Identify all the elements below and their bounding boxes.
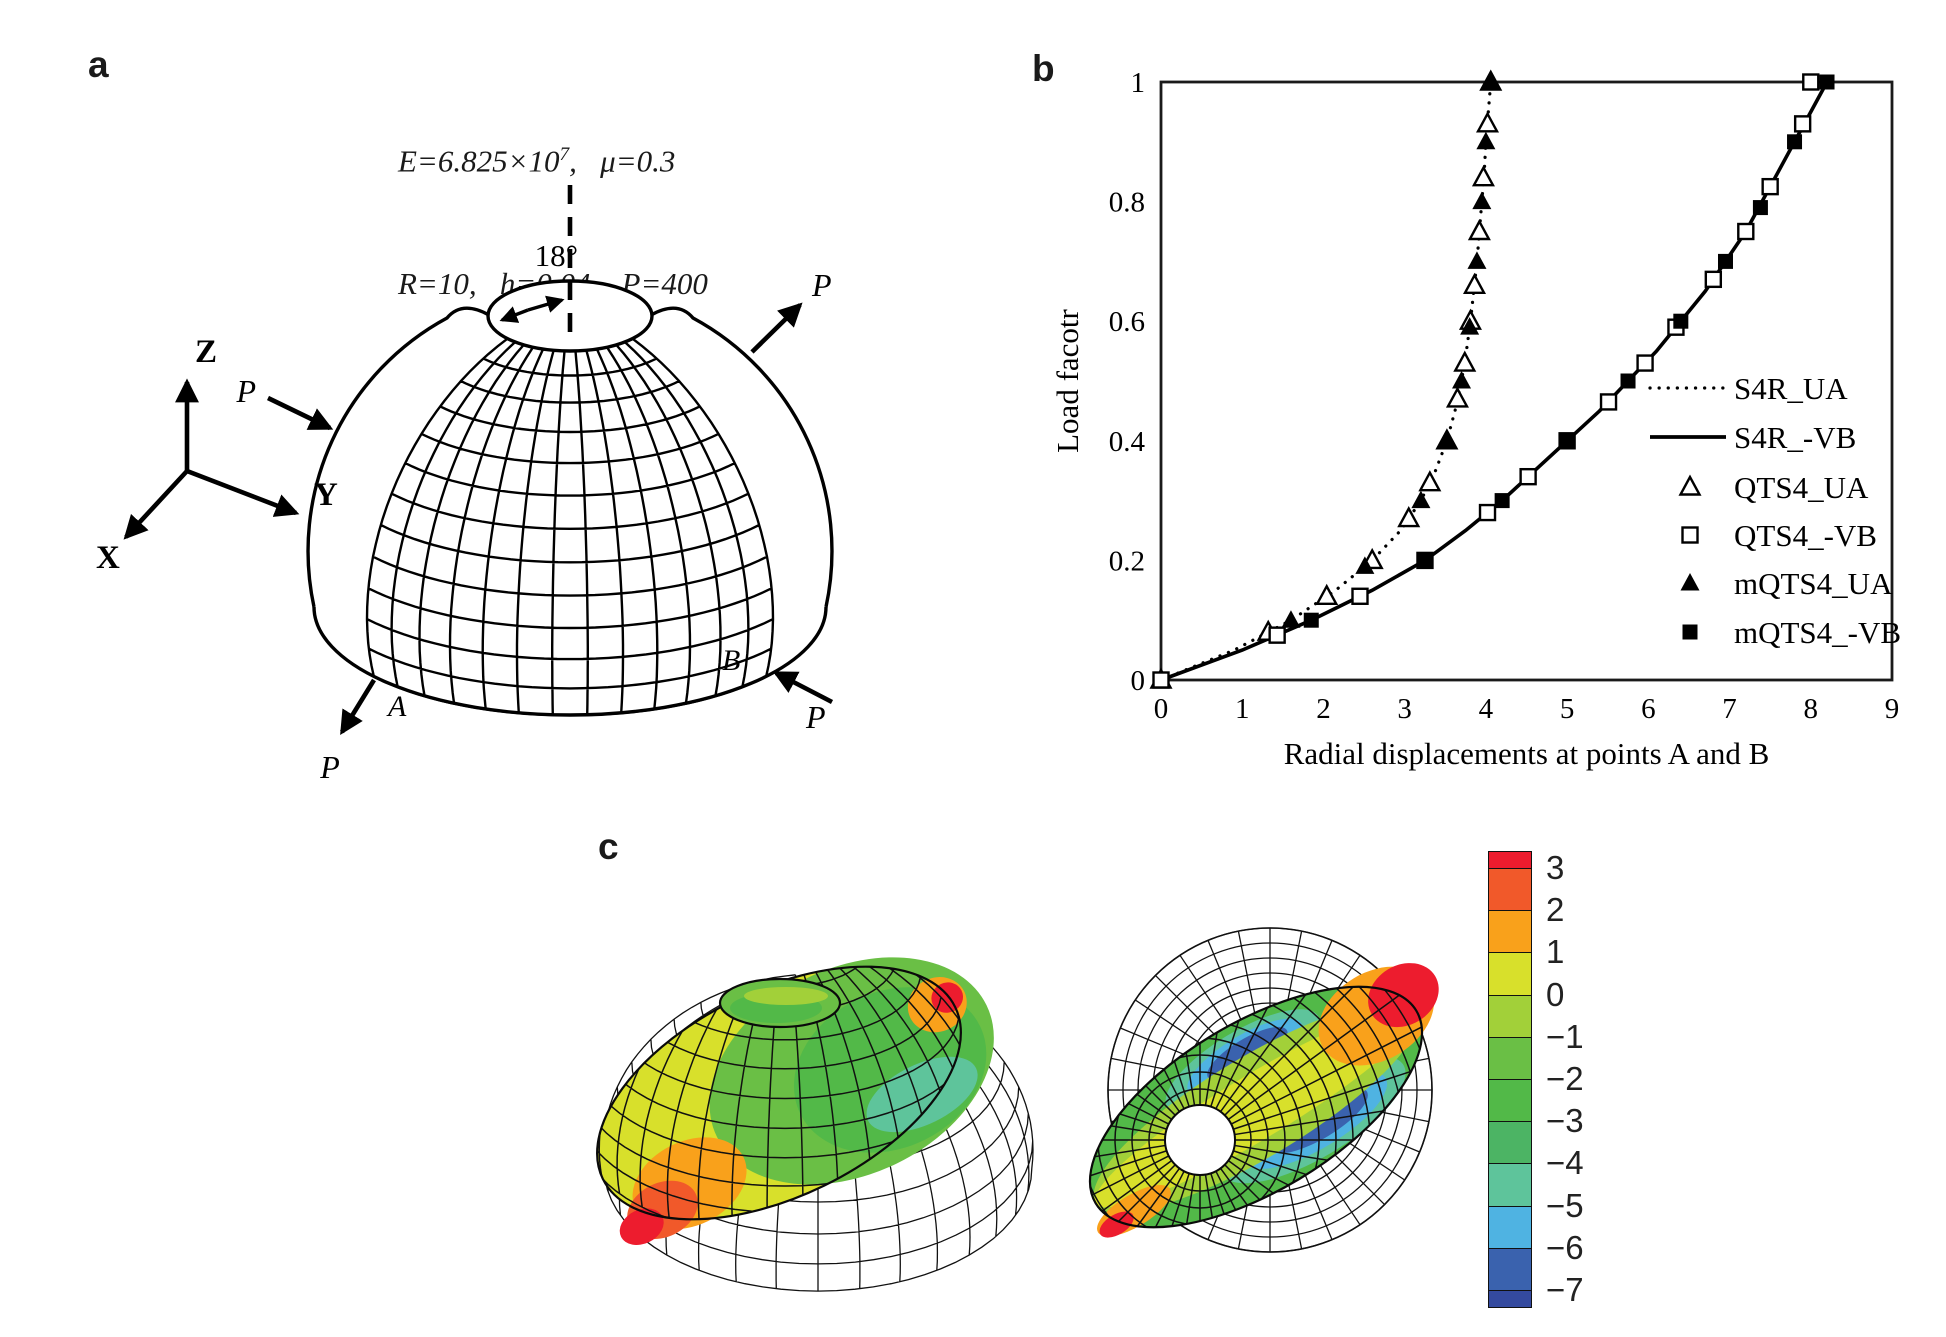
panel-c-label: c	[598, 826, 619, 867]
colorbar-tick-label: −1	[1546, 1017, 1584, 1055]
legend-label: mQTS4_UA	[1734, 566, 1893, 601]
colorbar-tick-label: −4	[1546, 1144, 1584, 1182]
x-tick-label: 4	[1479, 693, 1494, 725]
colorbar-tick-label: −2	[1546, 1060, 1584, 1097]
x-tick-label: 7	[1722, 693, 1737, 725]
hemisphere-outline	[306, 306, 834, 717]
colorbar-tick-label: −3	[1546, 1102, 1584, 1140]
deformed-surface	[597, 957, 994, 1246]
y-tick-label: 0.8	[1109, 187, 1145, 219]
colorbar-tick-label: 3	[1546, 849, 1565, 886]
colorbar-band	[1488, 868, 1532, 911]
shell-hole	[718, 977, 842, 1029]
colorbar-band	[1488, 994, 1532, 1037]
load-p-lower-left: P	[319, 749, 340, 785]
colorbar-band	[1488, 910, 1532, 953]
angle-label: 18°	[535, 238, 578, 273]
deformed-shell-top-view	[1052, 927, 1460, 1276]
y-tick-label: 0.2	[1109, 545, 1145, 577]
colorbar: 3 2 1 0 −1 −2 −3 −4 −5 −6 −7	[1488, 849, 1628, 1321]
y-tick-label: 0	[1131, 665, 1146, 697]
y-tick-label: 0.6	[1109, 306, 1145, 338]
y-axis-title: Load facotr	[1050, 308, 1085, 452]
colorbar-tick-label: 2	[1546, 891, 1565, 929]
legend-label: mQTS4_-VB	[1734, 615, 1901, 650]
colorbar-band	[1488, 1205, 1532, 1248]
load-p-lower-right: P	[805, 699, 826, 735]
colorbar-tick-label: −6	[1546, 1228, 1584, 1266]
x-tick-label: 9	[1885, 693, 1900, 725]
load-p-upper-right: P	[811, 267, 832, 303]
x-tick-label: 6	[1641, 693, 1656, 725]
coordinate-triad	[123, 378, 300, 540]
series-mQTS4_UA	[1281, 72, 1501, 628]
legend-label: QTS4_-VB	[1734, 518, 1877, 553]
y-tick-label: 0.4	[1109, 426, 1146, 458]
colorbar-band	[1488, 1163, 1532, 1206]
series-QTS4_UA	[1149, 69, 1503, 689]
x-tick-label: 5	[1560, 693, 1575, 725]
x-tick-label: 0	[1154, 693, 1169, 725]
series-mQTS4_-VB	[1303, 74, 1835, 628]
axis-x-label: X	[96, 540, 120, 576]
shell-hole	[1164, 1104, 1236, 1176]
colorbar-band	[1488, 1121, 1532, 1164]
legend: S4R_UA S4R_-VB QTS4_UA QTS4_-VB mQTS4_UA mQTS…	[1648, 371, 1901, 650]
series-S4R_-VB	[1160, 81, 1829, 682]
plot-box	[1159, 80, 1894, 682]
colorbar-band	[1488, 1247, 1532, 1290]
point-b-label: B	[722, 644, 740, 677]
x-axis-title: Radial displacements at points A and B	[1284, 736, 1770, 771]
x-tick-label: 8	[1804, 693, 1819, 725]
colorbar-tick-label: 0	[1546, 975, 1565, 1013]
colorbar-band	[1488, 952, 1532, 995]
axis-z-label: Z	[195, 334, 217, 370]
colorbar-band	[1488, 851, 1532, 868]
parameter-line-1: E=6.825×107, μ=0.3	[398, 143, 676, 179]
x-tick-label: 1	[1235, 693, 1250, 725]
colorbar-band	[1488, 1036, 1532, 1079]
axis-y-label: Y	[314, 477, 338, 513]
load-displacement-chart: 0 0.2 0.4 0.6 0.8 1 0 1 2 3 4 5 6 7 8 9 Load facotr Radia…	[1050, 67, 1901, 771]
legend-label: QTS4_UA	[1734, 470, 1869, 505]
pinched-hemisphere-diagram: 18° Z X Y P P P P A B	[96, 185, 834, 785]
x-tick-label: 2	[1316, 693, 1331, 725]
deformed-shell-side-view	[580, 929, 1034, 1292]
load-arrows	[266, 302, 834, 736]
colorbar-band	[1488, 1079, 1532, 1122]
load-p-upper-left: P	[235, 373, 256, 409]
angle-arrows	[499, 295, 565, 323]
colorbar-tick-label: −7	[1546, 1271, 1584, 1308]
colorbar-tick-label: −5	[1546, 1186, 1584, 1224]
panel-b-label: b	[1032, 48, 1055, 89]
colorbar-band	[1488, 1290, 1532, 1308]
y-tick-label: 1	[1131, 67, 1146, 99]
colorbar-tick-label: 1	[1546, 933, 1565, 971]
panel-a-label: a	[88, 44, 109, 85]
legend-label: S4R_-VB	[1734, 420, 1856, 455]
x-tick-label: 3	[1397, 693, 1412, 725]
legend-label: S4R_UA	[1734, 371, 1848, 406]
hemisphere-mesh	[365, 337, 775, 717]
point-a-label: A	[386, 690, 407, 723]
